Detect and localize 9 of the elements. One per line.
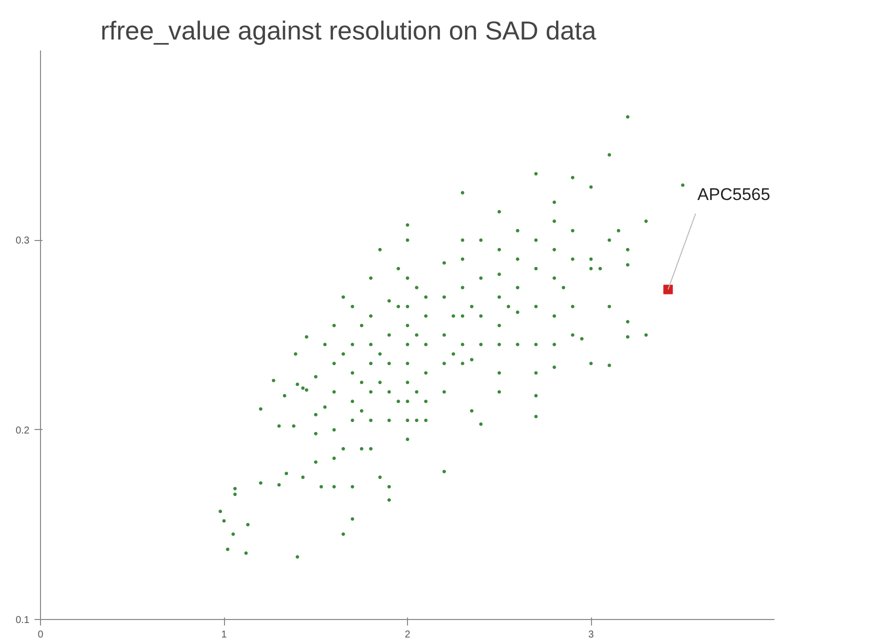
x-tick-label: 1 (221, 630, 228, 640)
chart-title: rfree_value against resolution on SAD data (100, 16, 597, 46)
annotation: APC5565 (697, 185, 770, 204)
x-tick-label: 3 (588, 630, 594, 640)
y-tick-label: 0.2 (16, 425, 30, 436)
y-tick-label: 0.3 (16, 236, 30, 247)
y-tick-label: 0.1 (16, 615, 30, 626)
x-tick-label: 0 (38, 630, 44, 640)
x-tick-label: 2 (404, 630, 411, 640)
